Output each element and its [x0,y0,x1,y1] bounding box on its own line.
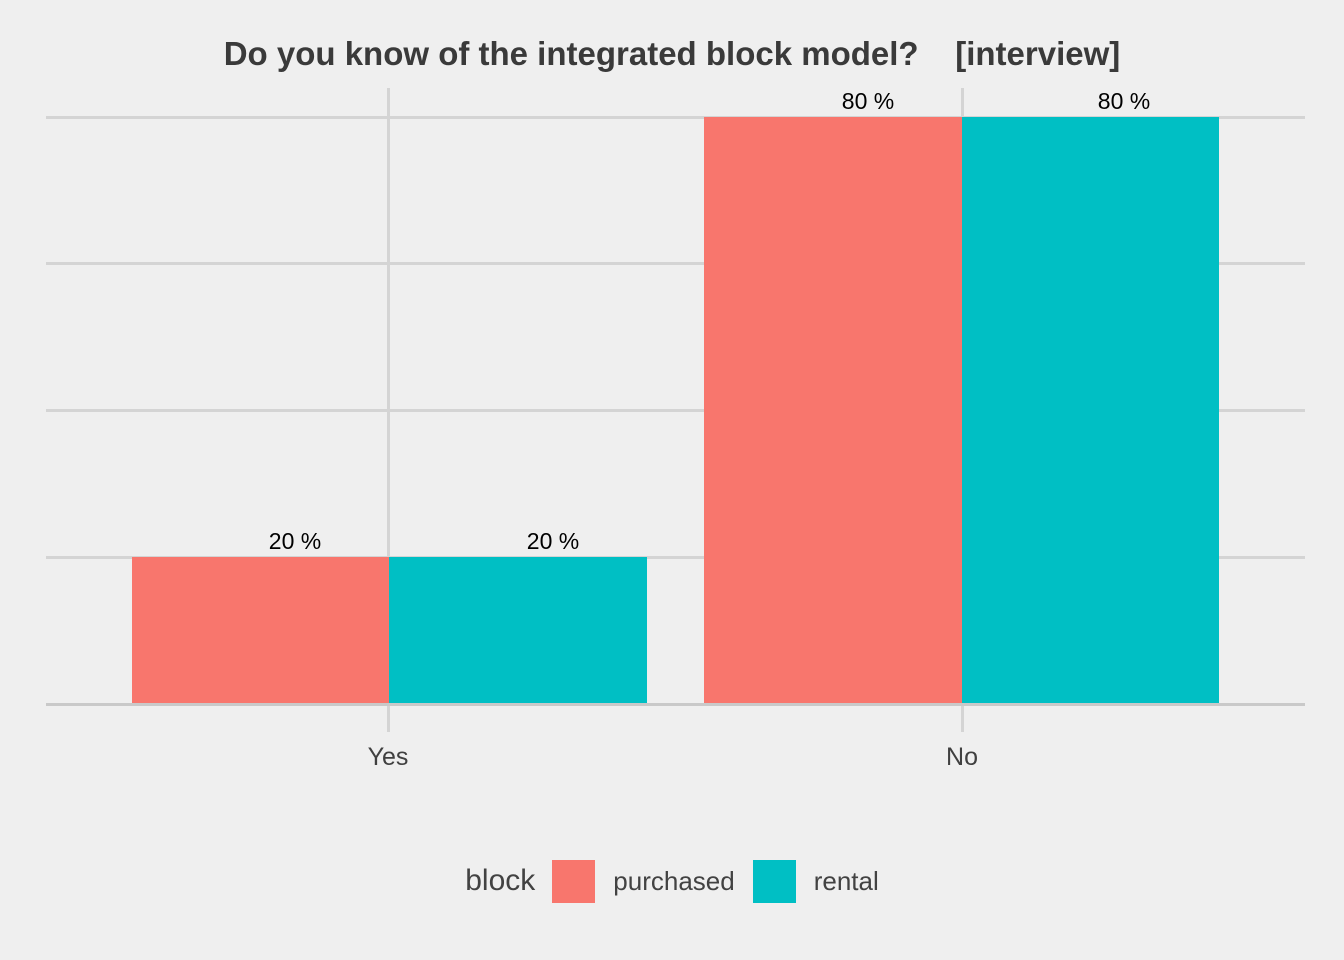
gridline-y-40 [46,409,1305,412]
legend-label-purchased: purchased [613,865,735,896]
gridline-y-60 [46,262,1305,265]
legend: block purchased rental [0,858,1344,904]
legend-key-rental-swatch [752,859,796,903]
gridline-x-yes [387,88,390,703]
bar-yes-rental [389,557,647,703]
value-label-no-rental: 80 % [1097,88,1151,114]
bar-no-rental [962,117,1219,703]
value-label-no-purchased: 80 % [841,88,895,114]
bar-yes-purchased [132,557,389,703]
gridline-y-20 [46,556,1305,559]
value-label-yes-purchased: 20 % [268,528,322,554]
x-axis-line [46,703,1305,706]
x-axis-label-yes: Yes [367,743,409,771]
legend-label-rental: rental [813,865,879,896]
bar-no-purchased [704,117,962,703]
gridline-y-80 [46,116,1305,119]
chart-title: Do you know of the integrated block mode… [223,35,1121,72]
legend-title: block [465,864,536,897]
axis-tick-yes [387,706,390,732]
axis-tick-no [961,706,964,732]
legend-key-purchased-swatch [552,859,596,903]
value-label-yes-rental: 20 % [526,528,580,554]
x-axis-label-no: No [946,743,978,771]
